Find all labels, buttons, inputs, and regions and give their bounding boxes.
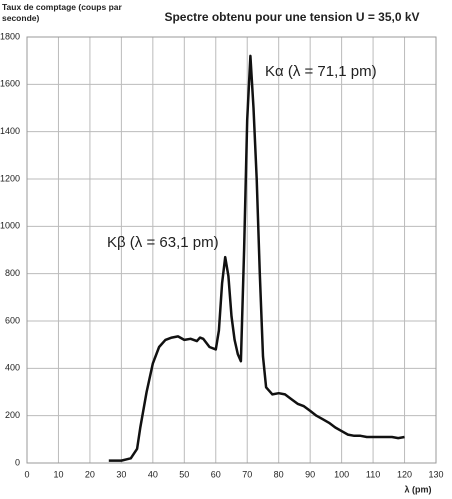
y-tick-label: 1600 [0, 79, 20, 89]
y-axis-label-box: Taux de comptage (coups par seconde) [2, 2, 122, 23]
x-tick-label: 90 [305, 469, 315, 479]
x-tick-label: 80 [274, 469, 284, 479]
x-tick-label: 120 [397, 469, 412, 479]
x-tick-label: 50 [179, 469, 189, 479]
x-tick-label: 130 [428, 469, 443, 479]
y-tick-label: 1200 [0, 173, 20, 183]
x-tick-label: 0 [24, 469, 29, 479]
y-tick-label: 800 [5, 268, 20, 278]
x-tick-label: 100 [334, 469, 349, 479]
plot-frame [26, 36, 437, 464]
y-tick-label: 1000 [0, 221, 20, 231]
chart-title: Spectre obtenu pour une tension U = 35,0… [164, 10, 419, 24]
y-tick-label: 400 [5, 363, 20, 373]
x-tick-label: 60 [211, 469, 221, 479]
y-tick-label: 600 [5, 315, 20, 325]
x-tick-label: 70 [242, 469, 252, 479]
x-tick-label: 10 [53, 469, 63, 479]
y-tick-label: 0 [15, 457, 20, 467]
data-line [108, 54, 405, 462]
annotation: Kβ (λ = 63,1 pm) [107, 234, 219, 251]
y-tick-label: 1800 [0, 31, 20, 41]
x-tick-label: 20 [85, 469, 95, 479]
y-axis-label: Taux de comptage (coups par seconde) [2, 2, 122, 23]
x-tick-label: 40 [148, 469, 158, 479]
x-axis-label: λ (pm) [405, 484, 432, 494]
y-tick-label: 1400 [0, 126, 20, 136]
y-tick-label: 200 [5, 410, 20, 420]
annotation: Kα (λ = 71,1 pm) [265, 63, 377, 80]
x-tick-label: 30 [116, 469, 126, 479]
x-tick-label: 110 [366, 469, 380, 479]
